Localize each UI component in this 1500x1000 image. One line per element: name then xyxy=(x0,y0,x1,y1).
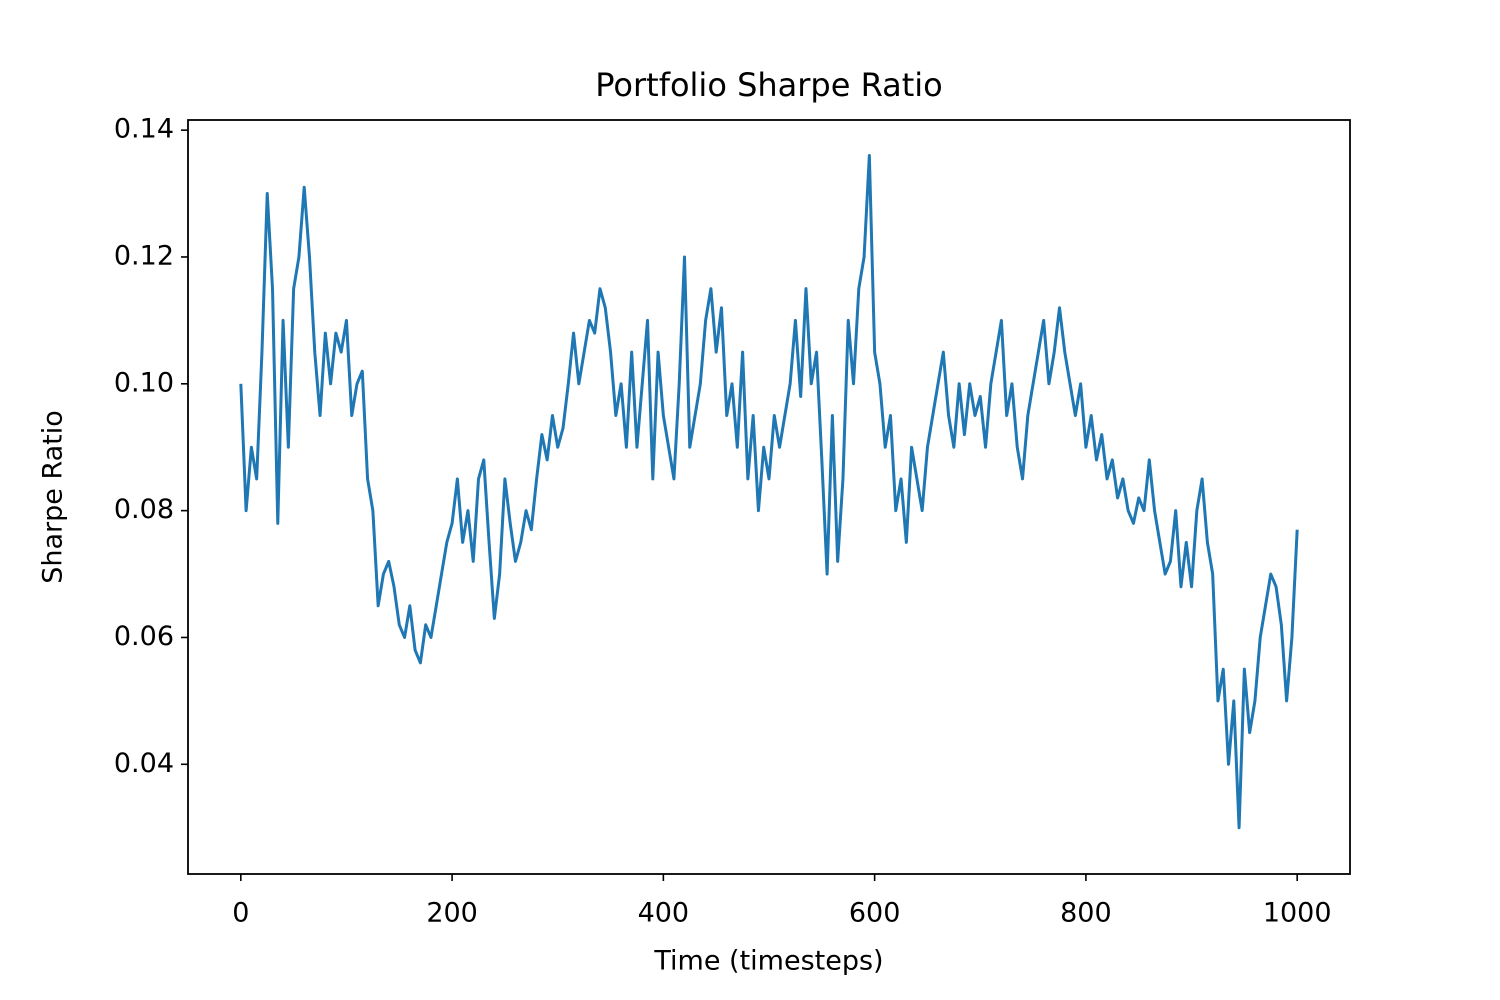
x-tick-label: 200 xyxy=(426,898,478,929)
x-tick-label: 0 xyxy=(232,898,249,929)
plot-frame xyxy=(187,119,1351,875)
x-tick-label: 400 xyxy=(638,898,690,929)
y-tick-label: 0.12 xyxy=(114,240,174,271)
data-line xyxy=(239,154,1299,830)
x-tick-label: 1000 xyxy=(1263,898,1332,929)
y-tick-label: 0.10 xyxy=(114,367,174,398)
y-tick-label: 0.06 xyxy=(114,621,174,652)
y-tick-label: 0.08 xyxy=(114,494,174,525)
y-tick-label: 0.14 xyxy=(114,114,174,145)
x-tick-label: 800 xyxy=(1060,898,1112,929)
y-tick-label: 0.04 xyxy=(114,748,174,779)
x-tick-label: 600 xyxy=(849,898,901,929)
chart-title: Portfolio Sharpe Ratio xyxy=(595,66,943,104)
x-axis-label: Time (timesteps) xyxy=(653,946,883,977)
y-axis-label: Sharpe Ratio xyxy=(38,410,69,584)
